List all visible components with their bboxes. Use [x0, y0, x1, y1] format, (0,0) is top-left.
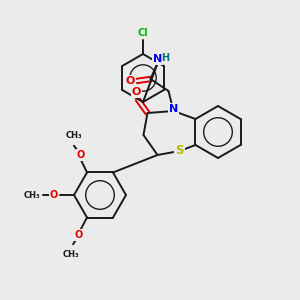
Text: O: O [126, 76, 135, 86]
Text: Cl: Cl [138, 28, 148, 38]
Text: CH₃: CH₃ [63, 250, 79, 259]
Text: O: O [77, 150, 85, 160]
Text: O: O [50, 190, 58, 200]
Text: O: O [132, 87, 141, 97]
Text: N: N [153, 54, 162, 64]
Text: H: H [161, 53, 169, 63]
Text: O: O [75, 230, 83, 240]
Text: CH₃: CH₃ [24, 190, 40, 200]
Text: CH₃: CH₃ [66, 131, 82, 140]
Text: S: S [175, 145, 184, 158]
Text: N: N [169, 104, 178, 114]
